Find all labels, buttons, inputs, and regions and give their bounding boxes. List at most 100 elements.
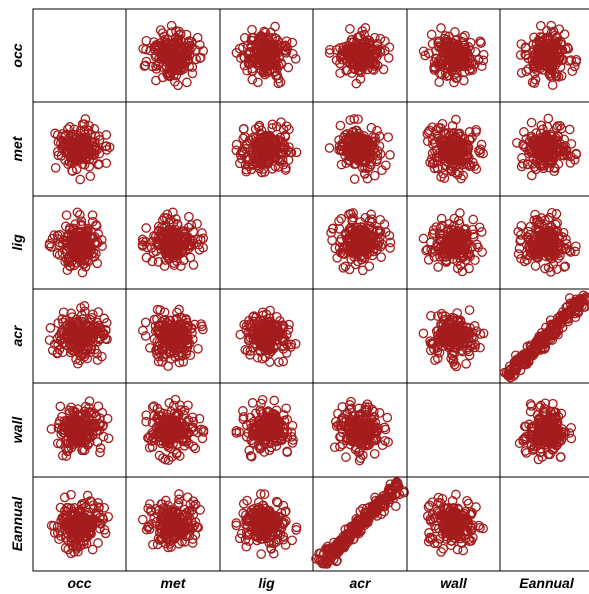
data-point bbox=[324, 48, 335, 58]
data-point bbox=[464, 305, 475, 315]
data-point bbox=[140, 317, 151, 328]
data-point bbox=[434, 77, 445, 87]
data-point bbox=[418, 46, 429, 57]
data-point bbox=[385, 150, 395, 160]
data-point bbox=[552, 45, 563, 56]
panel-occ-vs-lig bbox=[219, 8, 314, 103]
data-point bbox=[520, 42, 531, 53]
data-point bbox=[551, 32, 562, 43]
data-point bbox=[555, 52, 565, 63]
data-point bbox=[335, 58, 345, 69]
panel-met-vs-met bbox=[125, 101, 221, 197]
data-point bbox=[443, 61, 453, 71]
data-point bbox=[254, 42, 265, 53]
data-point bbox=[167, 67, 177, 77]
data-point bbox=[188, 260, 199, 270]
data-point bbox=[542, 33, 553, 44]
panel-occ-vs-wall bbox=[406, 8, 501, 103]
data-point bbox=[270, 21, 280, 32]
data-point bbox=[441, 36, 452, 47]
data-point bbox=[468, 214, 479, 225]
data-point bbox=[258, 32, 268, 43]
data-point bbox=[173, 80, 183, 91]
data-point bbox=[247, 24, 257, 35]
data-point bbox=[447, 62, 458, 73]
data-point bbox=[283, 62, 294, 73]
data-point bbox=[438, 47, 449, 58]
data-point bbox=[89, 124, 100, 134]
data-point bbox=[180, 47, 191, 57]
data-point bbox=[290, 53, 301, 64]
data-point bbox=[457, 36, 468, 47]
data-point bbox=[161, 52, 172, 63]
data-point bbox=[243, 49, 254, 59]
data-point bbox=[187, 68, 198, 79]
data-point bbox=[466, 63, 477, 74]
data-point bbox=[457, 54, 468, 65]
data-point bbox=[247, 63, 258, 74]
panel-acr-vs-acr bbox=[312, 288, 408, 384]
panel-acr-vs-Eannual bbox=[499, 288, 589, 384]
panel-lig-vs-lig bbox=[219, 195, 314, 290]
data-point bbox=[546, 20, 557, 31]
panel-met-vs-acr bbox=[312, 101, 408, 197]
data-point bbox=[265, 53, 276, 63]
data-point bbox=[351, 78, 362, 89]
data-point bbox=[159, 31, 169, 42]
panel-occ-vs-Eannual bbox=[499, 8, 589, 103]
panel-occ-vs-acr bbox=[312, 8, 408, 103]
data-point bbox=[526, 117, 537, 128]
data-point bbox=[375, 47, 386, 57]
panel-acr-vs-occ bbox=[32, 288, 127, 384]
data-point bbox=[528, 63, 539, 73]
panel-met-vs-lig bbox=[219, 101, 314, 197]
data-point bbox=[341, 41, 352, 52]
data-point bbox=[347, 47, 358, 57]
data-point bbox=[450, 27, 460, 37]
data-point bbox=[261, 42, 272, 53]
panel-met-vs-Eannual bbox=[499, 101, 589, 197]
data-point bbox=[372, 38, 382, 49]
data-point bbox=[473, 54, 484, 65]
data-point bbox=[283, 155, 294, 165]
data-point bbox=[193, 343, 203, 354]
data-point bbox=[151, 41, 162, 52]
data-point bbox=[526, 170, 537, 181]
data-point bbox=[281, 36, 292, 47]
panel-border bbox=[312, 288, 408, 384]
data-point bbox=[420, 50, 431, 61]
data-point bbox=[547, 80, 558, 90]
data-point bbox=[161, 57, 172, 67]
data-point bbox=[478, 55, 489, 66]
data-point bbox=[259, 26, 269, 37]
data-point bbox=[543, 113, 554, 124]
data-point bbox=[467, 65, 478, 75]
panel-lig-vs-Eannual bbox=[499, 195, 589, 290]
data-point bbox=[378, 64, 389, 75]
data-point bbox=[50, 162, 61, 173]
panel-acr-vs-lig bbox=[219, 288, 314, 384]
data-point bbox=[282, 43, 293, 53]
data-point bbox=[545, 59, 555, 69]
panel-lig-vs-occ bbox=[32, 195, 127, 290]
data-point bbox=[85, 171, 96, 182]
data-point bbox=[267, 59, 278, 70]
data-point bbox=[433, 60, 444, 71]
data-point bbox=[335, 120, 346, 131]
data-point bbox=[247, 35, 258, 46]
data-point bbox=[357, 265, 368, 276]
data-point bbox=[75, 174, 86, 185]
data-point bbox=[567, 66, 578, 77]
data-point bbox=[191, 54, 201, 65]
data-point bbox=[166, 20, 177, 31]
data-point bbox=[147, 61, 158, 72]
data-point bbox=[192, 219, 202, 229]
panel-lig-vs-acr bbox=[312, 195, 408, 290]
data-point bbox=[253, 77, 263, 88]
data-point bbox=[462, 51, 473, 62]
panel-lig-vs-met bbox=[125, 195, 221, 290]
data-point bbox=[460, 30, 470, 41]
data-point bbox=[535, 20, 546, 31]
data-point bbox=[80, 114, 91, 124]
panel-border bbox=[32, 8, 127, 103]
